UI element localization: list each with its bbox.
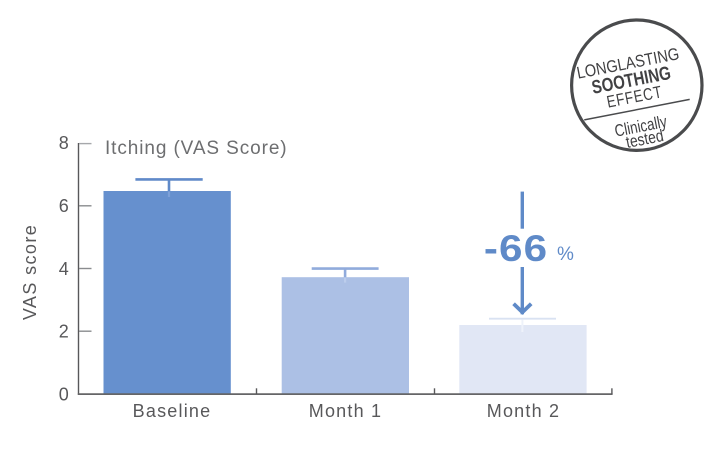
svg-text:6: 6 xyxy=(59,196,69,216)
svg-text:8: 8 xyxy=(59,133,69,153)
svg-text:4: 4 xyxy=(59,259,69,279)
svg-text:Month 1: Month 1 xyxy=(309,401,382,421)
svg-text:VAS score: VAS score xyxy=(20,224,40,320)
svg-text:2: 2 xyxy=(59,322,69,342)
svg-text:-66: -66 xyxy=(484,228,548,269)
svg-text:Itching (VAS Score): Itching (VAS Score) xyxy=(105,138,288,159)
svg-text:Month 2: Month 2 xyxy=(487,401,560,421)
svg-text:%: % xyxy=(557,244,574,265)
svg-text:Baseline: Baseline xyxy=(133,401,212,421)
svg-text:0: 0 xyxy=(59,385,69,405)
